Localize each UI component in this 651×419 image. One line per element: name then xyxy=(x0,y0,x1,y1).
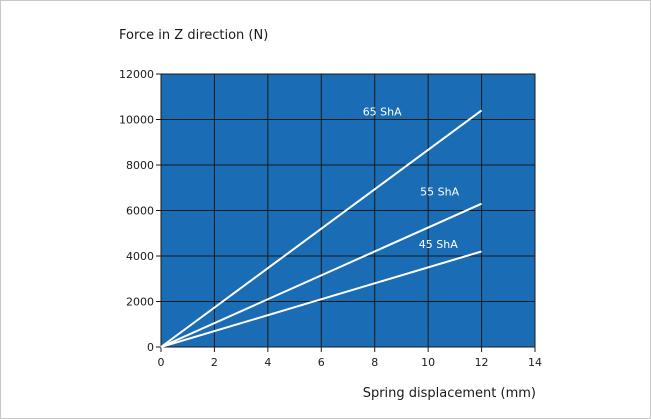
y-tick-label: 8000 xyxy=(126,159,154,172)
series-line xyxy=(160,109,483,348)
x-tick-label: 6 xyxy=(318,356,325,369)
x-tick-label: 8 xyxy=(371,356,378,369)
grid-lines xyxy=(161,74,535,347)
series-label: 45 ShA xyxy=(419,238,458,251)
series-lines: 65 ShA 55 ShA 45 ShA xyxy=(160,105,483,348)
x-tick-label: 2 xyxy=(211,356,218,369)
y-tick-label: 12000 xyxy=(119,68,154,81)
axis-ticks: 0 2 4 6 8 10 12 14 0 2000 4000 6000 8000 10000 12000 xyxy=(119,68,542,369)
y-tick-label: 6000 xyxy=(126,205,154,218)
y-tick-label: 2000 xyxy=(126,296,154,309)
x-tick-label: 4 xyxy=(264,356,271,369)
series-label: 65 ShA xyxy=(363,105,402,118)
x-axis-title: Spring displacement (mm) xyxy=(363,386,536,401)
x-tick-label: 10 xyxy=(421,356,435,369)
x-tick-label: 12 xyxy=(475,356,489,369)
y-tick-label: 0 xyxy=(147,341,154,354)
y-tick-label: 4000 xyxy=(126,250,154,263)
series-line xyxy=(160,202,482,348)
x-tick-label: 0 xyxy=(158,356,165,369)
series-line xyxy=(160,250,482,348)
x-tick-label: 14 xyxy=(528,356,542,369)
y-axis-title: Force in Z direction (N) xyxy=(119,28,268,43)
series-label: 55 ShA xyxy=(420,186,459,199)
y-tick-label: 10000 xyxy=(119,114,154,127)
